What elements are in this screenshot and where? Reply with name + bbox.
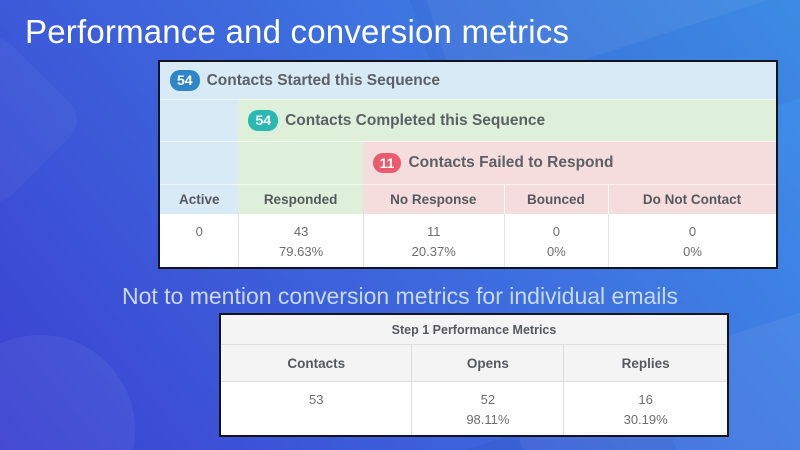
column-header-no-response: No Response: [362, 184, 504, 214]
column-header-do-not-contact: Do Not Contact: [608, 184, 776, 214]
bounced-value-cell: 0 0%: [503, 214, 609, 267]
background-shape: [0, 335, 135, 450]
slide-subtitle: Not to mention conversion metrics for in…: [121, 283, 679, 309]
column-header-responded: Responded: [238, 184, 363, 214]
bounced-pct: 0%: [547, 244, 566, 260]
do-not-contact-value-cell: 0 0%: [608, 214, 776, 267]
sequence-metrics-table: 54 Contacts Started this Sequence 54 Con…: [158, 60, 778, 269]
completed-count-badge: 54: [248, 110, 279, 131]
responded-count: 43: [293, 224, 309, 239]
do-not-contact-pct: 0%: [683, 244, 702, 260]
step-table-title: Step 1 Performance Metrics: [221, 315, 727, 345]
step-replies-value-cell: 16 30.19%: [563, 382, 727, 435]
bounced-count: 0: [552, 224, 561, 239]
step-opens-value-cell: 52 98.11%: [411, 382, 564, 435]
failed-banner: 11 Contacts Failed to Respond: [362, 141, 776, 184]
active-value-cell: 0: [160, 214, 239, 267]
started-count-badge: 54: [170, 70, 200, 91]
step-performance-table: Step 1 Performance Metrics Contacts Open…: [219, 313, 729, 437]
step-replies-count: 16: [638, 392, 653, 407]
column-header-bounced: Bounced: [503, 184, 609, 214]
step-opens-pct: 98.11%: [466, 412, 510, 428]
step-column-header-replies: Replies: [563, 345, 727, 382]
column-header-active: Active: [160, 184, 239, 214]
band-filler: [160, 99, 239, 141]
background-shape: [0, 28, 87, 212]
step-contacts-count: 53: [309, 392, 324, 407]
failed-count-badge: 11: [372, 152, 402, 174]
active-count: 0: [195, 224, 203, 239]
failed-banner-label: Contacts Failed to Respond: [408, 154, 614, 171]
step-replies-pct: 30.19%: [623, 412, 668, 428]
band-filler: [160, 141, 239, 184]
page-title: Performance and conversion metrics: [25, 13, 570, 50]
started-banner-label: Contacts Started this Sequence: [206, 71, 440, 89]
step-opens-count: 52: [480, 392, 496, 407]
no-response-value-cell: 11 20.37%: [362, 214, 504, 267]
step-column-header-opens: Opens: [411, 345, 564, 382]
completed-banner-label: Contacts Completed this Sequence: [285, 111, 546, 129]
step-contacts-value-cell: 53: [221, 382, 412, 435]
responded-pct: 79.63%: [279, 244, 324, 260]
step-column-header-contacts: Contacts: [221, 345, 412, 382]
band-filler: [238, 141, 363, 184]
no-response-count: 11: [426, 224, 441, 239]
do-not-contact-count: 0: [688, 224, 697, 239]
no-response-pct: 20.37%: [411, 244, 456, 260]
completed-banner: 54 Contacts Completed this Sequence: [238, 99, 776, 141]
responded-value-cell: 43 79.63%: [238, 214, 363, 267]
started-banner: 54 Contacts Started this Sequence: [160, 62, 776, 99]
